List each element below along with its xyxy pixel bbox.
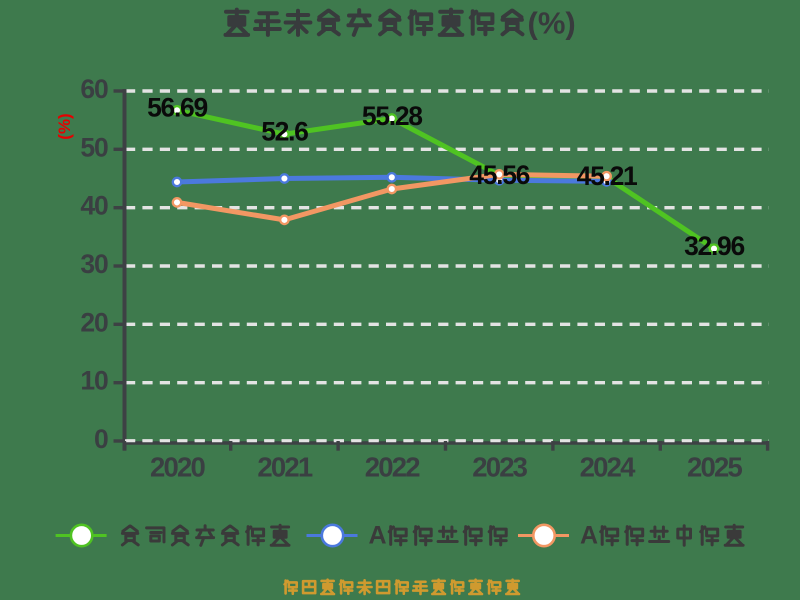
svg-text:A: A bbox=[369, 522, 387, 550]
svg-text:A: A bbox=[580, 522, 598, 550]
svg-text:2024: 2024 bbox=[580, 452, 636, 483]
svg-text:2023: 2023 bbox=[472, 452, 527, 483]
svg-text:50: 50 bbox=[80, 132, 108, 162]
svg-text:30: 30 bbox=[80, 249, 108, 279]
svg-text:55.28: 55.28 bbox=[362, 101, 422, 131]
svg-text:0: 0 bbox=[94, 424, 108, 454]
svg-text:45.21: 45.21 bbox=[577, 161, 637, 191]
svg-text:(%): (%) bbox=[55, 113, 74, 139]
svg-text:60: 60 bbox=[80, 74, 108, 104]
svg-text:2020: 2020 bbox=[150, 452, 205, 483]
svg-text:40: 40 bbox=[80, 191, 108, 221]
svg-text:2025: 2025 bbox=[687, 452, 742, 483]
svg-text:2021: 2021 bbox=[257, 452, 312, 483]
svg-text:52.6: 52.6 bbox=[261, 117, 308, 147]
svg-text:32.96: 32.96 bbox=[684, 231, 744, 261]
svg-text:2022: 2022 bbox=[365, 452, 420, 483]
svg-text:45.56: 45.56 bbox=[469, 160, 529, 190]
svg-text:20: 20 bbox=[80, 307, 108, 337]
svg-text:56.69: 56.69 bbox=[147, 93, 207, 123]
svg-text:(%): (%) bbox=[528, 5, 576, 40]
svg-text:10: 10 bbox=[80, 366, 108, 396]
